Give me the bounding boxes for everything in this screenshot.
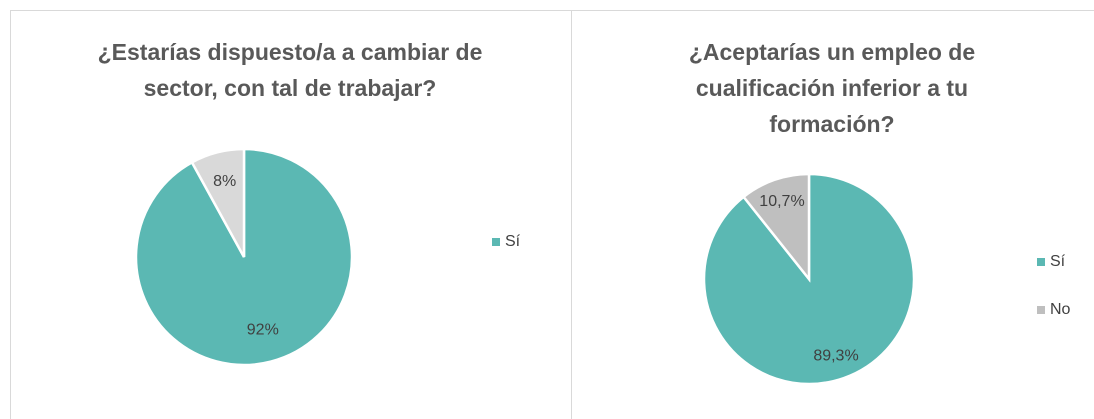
data-label: 8%	[213, 173, 236, 190]
legend-marker	[1037, 258, 1045, 266]
data-label: 89,3%	[813, 348, 858, 365]
legend-label: No	[1050, 301, 1071, 318]
chart-panel	[571, 10, 1094, 419]
legend-marker	[492, 238, 500, 246]
pie-slice	[190, 147, 246, 258]
legend-label: Sí	[1050, 253, 1066, 270]
legend-marker	[1037, 306, 1045, 314]
legend-label: Sí	[505, 233, 521, 250]
data-label: 10,7%	[759, 193, 804, 210]
chart-title: ¿Estarías dispuesto/a a cambiar de secto…	[97, 39, 483, 101]
pie-slice	[702, 172, 916, 386]
chart-title: ¿Aceptarías un empleo de cualificación i…	[688, 39, 976, 137]
pie-slice	[741, 172, 811, 283]
data-label: 92%	[247, 321, 279, 338]
